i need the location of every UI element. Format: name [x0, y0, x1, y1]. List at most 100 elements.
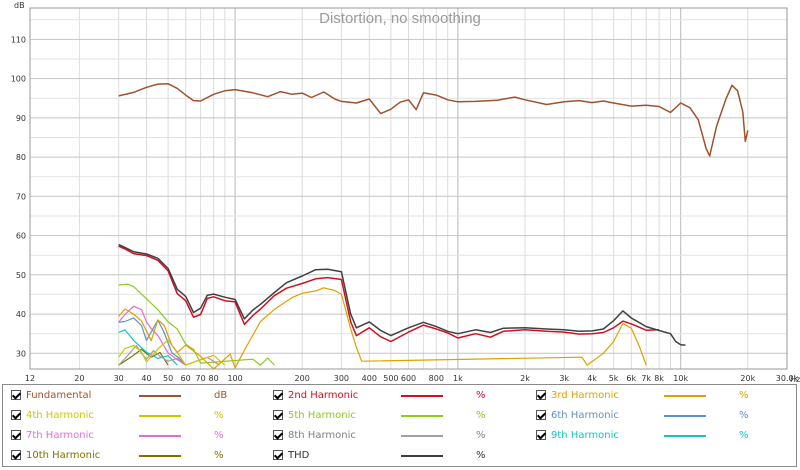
series-line-h4 — [118, 339, 226, 366]
y-axis-unit-label: dB — [14, 1, 25, 10]
series-line-h6 — [118, 317, 187, 366]
legend-checkbox[interactable] — [273, 450, 283, 460]
legend-label: 5th Harmonic — [288, 410, 356, 421]
x-tick-label: 500 — [383, 374, 398, 383]
x-tick-label: 5k — [609, 374, 619, 383]
x-tick-label: 20 — [74, 374, 84, 383]
x-tick-label: 100 — [227, 374, 242, 383]
x-tick-label: 3k — [559, 374, 569, 383]
x-tick-label: 10k — [673, 374, 688, 383]
legend-swatch — [664, 415, 706, 417]
legend-swatch — [139, 435, 181, 437]
series-lines — [118, 82, 749, 370]
legend-panel: Fundamental dB 2nd Harmonic% 3rd Harmonic% 4… — [2, 384, 797, 467]
legend-label: 8th Harmonic — [288, 430, 356, 441]
x-tick-label: 400 — [362, 374, 377, 383]
legend-label: 4th Harmonic — [26, 410, 94, 421]
legend-label: THD — [288, 450, 310, 461]
legend-unit: % — [739, 430, 749, 441]
legend-swatch — [139, 415, 181, 417]
legend-unit: % — [739, 390, 749, 401]
legend-item-h9: 9th Harmonic% — [536, 427, 786, 445]
legend-swatch — [139, 455, 181, 457]
legend-checkbox[interactable] — [536, 430, 546, 440]
x-tick-label: 800 — [429, 374, 444, 383]
legend-swatch — [401, 415, 443, 417]
chart-title: Distortion, no smoothing — [319, 10, 481, 27]
legend-checkbox[interactable] — [273, 410, 283, 420]
x-tick-label: 30 — [114, 374, 124, 383]
legend-swatch — [401, 455, 443, 457]
legend-label: 9th Harmonic — [551, 430, 619, 441]
series-line-h8 — [118, 344, 187, 366]
legend-item-h10: 10th Harmonic% — [11, 447, 261, 465]
legend-label: 10th Harmonic — [26, 450, 101, 461]
x-tick-label: 12 — [25, 374, 35, 383]
legend-checkbox[interactable] — [273, 390, 283, 400]
x-tick-label: 200 — [295, 374, 310, 383]
x-tick-label: 600 — [401, 374, 416, 383]
x-tick-label: 6k — [626, 374, 636, 383]
legend-label: 3rd Harmonic — [551, 390, 619, 401]
y-tick-label: 90 — [16, 114, 26, 123]
y-tick-label: 110 — [11, 35, 26, 44]
legend-unit: % — [476, 410, 486, 421]
legend-label: 7th Harmonic — [26, 430, 94, 441]
x-tick-label: 50 — [163, 374, 173, 383]
series-line-h2 — [118, 245, 660, 343]
x-tick-label: 40 — [141, 374, 151, 383]
x-tick-label: 2k — [520, 374, 530, 383]
legend-checkbox[interactable] — [11, 390, 21, 400]
series-line-h5 — [118, 283, 275, 366]
legend-checkbox[interactable] — [536, 410, 546, 420]
x-tick-label: 30.0k — [776, 374, 799, 383]
legend-item-fundamental: Fundamental dB — [11, 387, 261, 405]
series-line-h10 — [118, 348, 169, 366]
x-tick-label: 8k — [654, 374, 664, 383]
legend-swatch — [401, 395, 443, 397]
legend-checkbox[interactable] — [273, 430, 283, 440]
grid-lines — [30, 8, 787, 369]
legend-swatch — [664, 435, 706, 437]
x-tick-label: 4k — [587, 374, 597, 383]
legend-unit: % — [214, 410, 224, 421]
x-tick-label: 80 — [209, 374, 219, 383]
legend-checkbox[interactable] — [11, 430, 21, 440]
legend-unit: dB — [214, 390, 228, 401]
x-axis-unit-label: Hz — [790, 375, 800, 383]
legend-item-h5: 5th Harmonic% — [273, 407, 523, 425]
x-tick-label: 70 — [196, 374, 206, 383]
series-line-fundamental — [118, 82, 749, 157]
x-tick-label: 20k — [740, 374, 755, 383]
legend-item-h7: 7th Harmonic% — [11, 427, 261, 445]
legend-swatch — [664, 395, 706, 397]
y-tick-label: 50 — [16, 271, 26, 280]
legend-item-h3: 3rd Harmonic% — [536, 387, 786, 405]
series-line-h3 — [118, 287, 647, 370]
legend-unit: % — [476, 450, 486, 461]
legend-checkbox[interactable] — [536, 390, 546, 400]
plot-frame — [29, 7, 788, 370]
legend-unit: % — [214, 450, 224, 461]
x-tick-label: 300 — [334, 374, 349, 383]
legend-label: Fundamental — [26, 390, 92, 401]
legend-checkbox[interactable] — [11, 410, 21, 420]
y-tick-label: 40 — [16, 310, 26, 319]
legend-swatch — [401, 435, 443, 437]
legend-swatch — [139, 395, 181, 397]
legend-unit: % — [476, 390, 486, 401]
y-tick-label: 60 — [16, 232, 26, 241]
x-tick-label: 1k — [453, 374, 463, 383]
legend-item-h4: 4th Harmonic% — [11, 407, 261, 425]
legend-checkbox[interactable] — [11, 450, 21, 460]
legend-label: 2nd Harmonic — [288, 390, 359, 401]
y-tick-label: 70 — [16, 192, 26, 201]
legend-item-h8: 8th Harmonic% — [273, 427, 523, 445]
y-tick-label: 80 — [16, 153, 26, 162]
series-line-thd — [118, 243, 686, 346]
y-tick-label: 100 — [11, 75, 26, 84]
x-tick-label: 7k — [641, 374, 651, 383]
legend-unit: % — [739, 410, 749, 421]
